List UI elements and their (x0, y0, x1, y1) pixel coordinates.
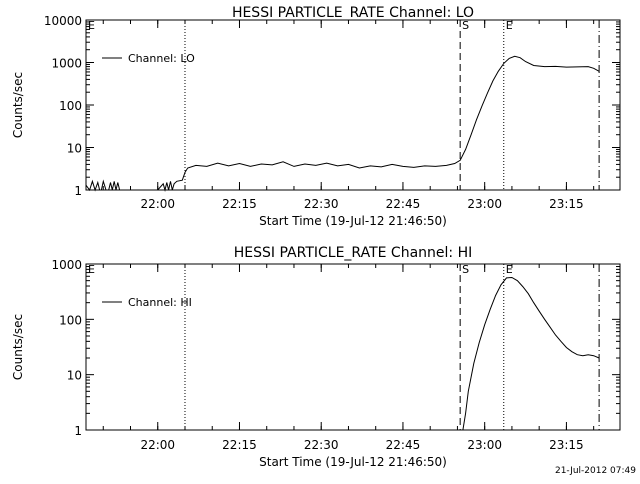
y-tick-label: 100 (59, 99, 82, 113)
legend-label: Channel: LO (128, 52, 195, 65)
y-axis-label: Counts/sec (11, 72, 25, 138)
time-marker-label: E (88, 19, 95, 32)
x-tick-label: 23:00 (467, 197, 502, 211)
series-line (462, 276, 600, 431)
y-tick-label: 10 (67, 369, 82, 383)
time-marker-label: E (88, 263, 95, 276)
time-marker-label: S (462, 19, 469, 32)
x-tick-label: 22:30 (304, 438, 339, 452)
chart-title: HESSI PARTICLE_RATE Channel: HI (234, 245, 472, 261)
footer-timestamp: 21-Jul-2012 07:49 (555, 466, 636, 476)
x-tick-label: 22:45 (386, 197, 421, 211)
x-tick-label: 22:00 (140, 438, 175, 452)
x-tick-label: 23:15 (549, 197, 584, 211)
x-tick-label: 22:45 (386, 438, 421, 452)
y-tick-label: 10000 (44, 14, 82, 28)
y-tick-label: 100 (59, 313, 82, 327)
x-tick-label: 22:15 (222, 438, 257, 452)
y-tick-label: 10 (67, 142, 82, 156)
chart-panel-0: HESSI PARTICLE_RATE Channel: LO 1 10 100 100… (11, 5, 621, 228)
series-line (85, 55, 600, 192)
y-tick-label: 1000 (51, 258, 82, 272)
x-tick-label: 22:30 (304, 197, 339, 211)
chart-panel-1: HESSI PARTICLE_RATE Channel: HI 1 10 100 100… (11, 245, 621, 469)
x-tick-label: 23:00 (467, 438, 502, 452)
plot-frame (85, 19, 621, 191)
time-marker-label: E (506, 19, 513, 32)
plot-frame (85, 263, 621, 431)
time-marker-label: E (506, 263, 513, 276)
y-axis-label: Counts/sec (11, 314, 25, 380)
x-axis-label: Start Time (19-Jul-12 21:46:50) (259, 455, 447, 469)
x-tick-label: 22:15 (222, 197, 257, 211)
time-marker-label: S (462, 263, 469, 276)
y-tick-label: 1000 (51, 57, 82, 71)
y-tick-label: 1 (74, 424, 82, 438)
legend-label: Channel: HI (128, 296, 192, 309)
x-axis-label: Start Time (19-Jul-12 21:46:50) (259, 214, 447, 228)
y-tick-label: 1 (74, 184, 82, 198)
x-tick-label: 22:00 (140, 197, 175, 211)
chart-title: HESSI PARTICLE_RATE Channel: LO (232, 5, 474, 21)
x-tick-label: 23:15 (549, 438, 584, 452)
